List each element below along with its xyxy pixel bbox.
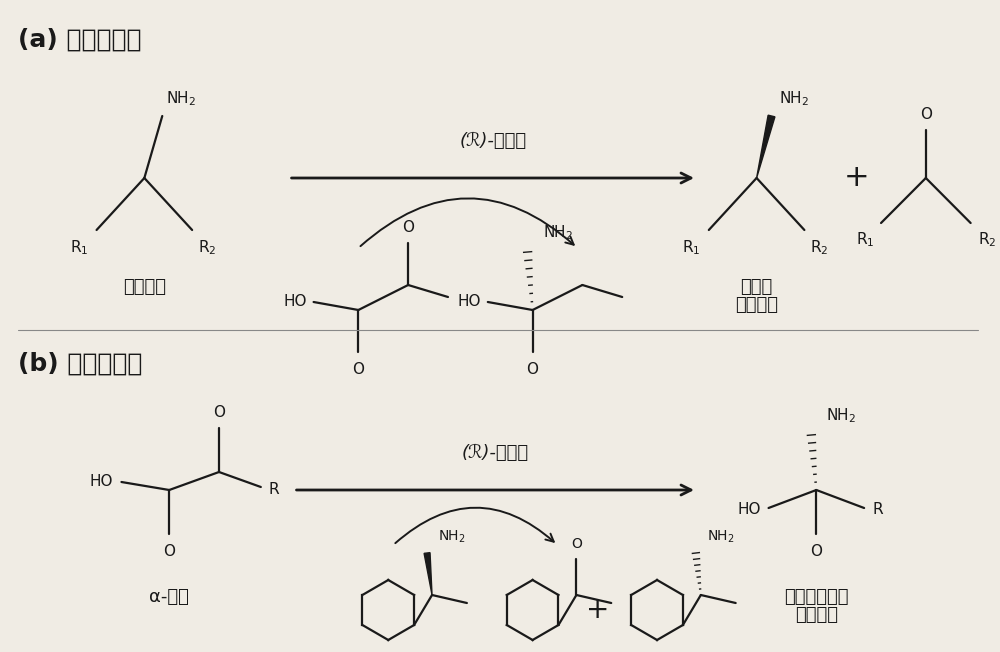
- Text: O: O: [352, 362, 364, 377]
- Text: HO: HO: [737, 503, 761, 518]
- Text: （产物）: （产物）: [795, 606, 838, 624]
- Text: R$_2$: R$_2$: [810, 238, 829, 257]
- Text: O: O: [810, 544, 822, 559]
- Text: O: O: [402, 220, 414, 235]
- Text: R$_1$: R$_1$: [856, 230, 874, 248]
- Text: α-骮酸: α-骮酸: [149, 588, 189, 606]
- FancyArrowPatch shape: [360, 198, 574, 246]
- Text: （产物）: （产物）: [735, 296, 778, 314]
- Text: O: O: [920, 107, 932, 122]
- Text: 手性胺: 手性胺: [740, 278, 773, 296]
- Text: NH$_2$: NH$_2$: [543, 223, 573, 242]
- Text: R: R: [269, 482, 279, 497]
- Text: NH$_2$: NH$_2$: [166, 89, 196, 108]
- Text: NH$_2$: NH$_2$: [438, 529, 466, 545]
- Text: +: +: [843, 164, 869, 192]
- Text: (ℛ)-转氨酶: (ℛ)-转氨酶: [459, 132, 526, 150]
- Text: O: O: [527, 362, 539, 377]
- Text: O: O: [213, 405, 225, 420]
- Text: NH$_2$: NH$_2$: [826, 406, 856, 425]
- Text: HO: HO: [90, 475, 113, 490]
- Polygon shape: [757, 115, 775, 178]
- Text: 胺消旋体: 胺消旋体: [123, 278, 166, 296]
- Text: R$_1$: R$_1$: [70, 238, 89, 257]
- Text: R$_2$: R$_2$: [198, 238, 217, 257]
- Text: O: O: [571, 537, 582, 551]
- Text: NH$_2$: NH$_2$: [707, 529, 734, 545]
- Text: NH$_2$: NH$_2$: [779, 89, 809, 108]
- Text: R$_2$: R$_2$: [978, 230, 996, 248]
- Polygon shape: [424, 553, 432, 595]
- Text: 非天然氨基酸: 非天然氨基酸: [784, 588, 849, 606]
- Text: (ℛ)-转氨酶: (ℛ)-转氨酶: [461, 444, 528, 462]
- Text: (b) 不对称合成: (b) 不对称合成: [18, 352, 142, 376]
- Text: R: R: [872, 503, 883, 518]
- Text: HO: HO: [457, 295, 481, 310]
- Text: O: O: [163, 544, 175, 559]
- Text: +: +: [586, 596, 609, 624]
- FancyArrowPatch shape: [395, 508, 554, 543]
- Text: R$_1$: R$_1$: [682, 238, 701, 257]
- Text: HO: HO: [283, 295, 307, 310]
- Text: (a) 动力学拆分: (a) 动力学拆分: [18, 28, 141, 52]
